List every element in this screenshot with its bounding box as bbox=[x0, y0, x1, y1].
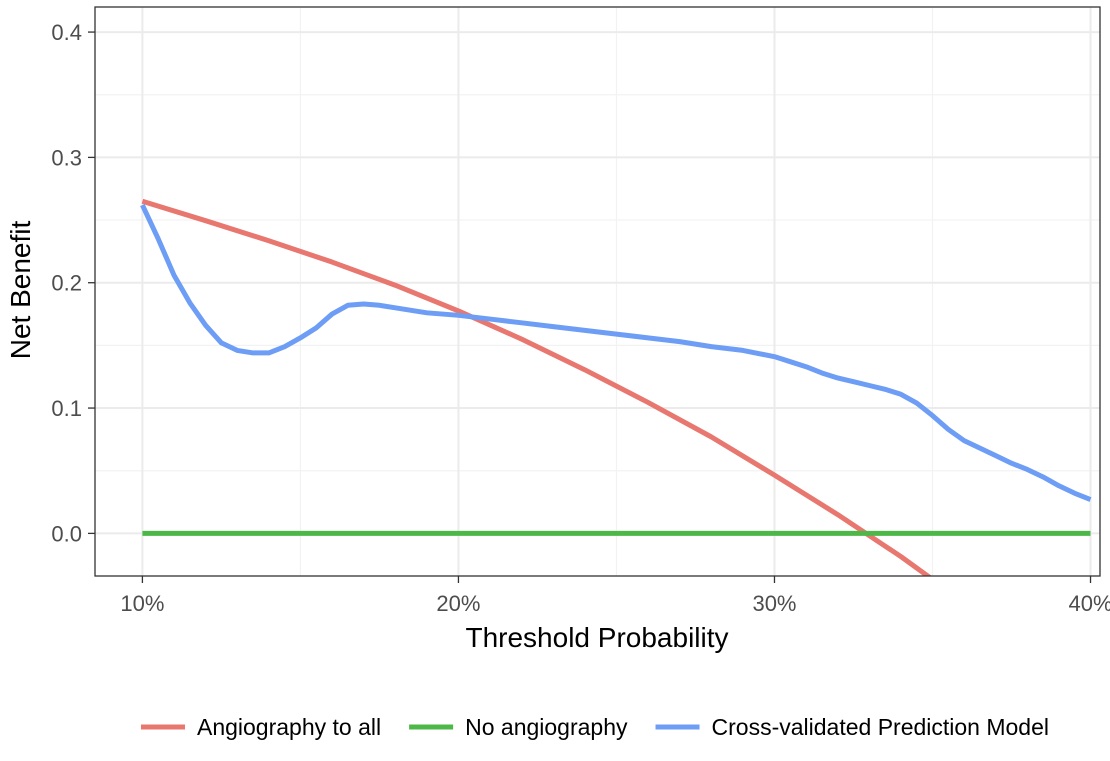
legend-label-cross-validated-prediction-model: Cross-validated Prediction Model bbox=[712, 714, 1050, 740]
y-tick-label: 0.1 bbox=[51, 396, 82, 421]
series-layer bbox=[140, 198, 1092, 576]
y-axis-title: Net Benefit bbox=[5, 221, 36, 360]
y-tick-label: 0.0 bbox=[51, 521, 82, 546]
legend-label-angiography-to-all: Angiography to all bbox=[197, 714, 381, 740]
x-axis-title: Threshold Probability bbox=[465, 622, 728, 653]
y-axis: 0.0 0.1 0.2 0.3 0.4 bbox=[51, 20, 95, 546]
legend: Angiography to all No angiography Cross-va… bbox=[140, 714, 1050, 740]
plot-panel-border bbox=[94, 6, 1101, 577]
y-tick-label: 0.2 bbox=[51, 271, 82, 296]
x-tick-label: 40% bbox=[1068, 591, 1110, 616]
legend-item-no-angiography: No angiography bbox=[409, 714, 628, 740]
legend-item-cross-validated-prediction-model: Cross-validated Prediction Model bbox=[655, 714, 1050, 740]
legend-item-angiography-to-all: Angiography to all bbox=[140, 714, 381, 740]
legend-label-no-angiography: No angiography bbox=[465, 714, 628, 740]
y-tick-label: 0.3 bbox=[51, 145, 82, 170]
grid-layer bbox=[95, 7, 1100, 576]
y-tick-label: 0.4 bbox=[51, 20, 82, 45]
series-line-cross-validated-prediction-model bbox=[140, 203, 1092, 502]
x-tick-label: 30% bbox=[752, 591, 796, 616]
series-line-angiography-to-all bbox=[141, 198, 933, 576]
x-tick-label: 10% bbox=[120, 591, 164, 616]
x-axis: 10% 20% 30% 40% bbox=[120, 576, 1110, 616]
x-tick-label: 20% bbox=[436, 591, 480, 616]
